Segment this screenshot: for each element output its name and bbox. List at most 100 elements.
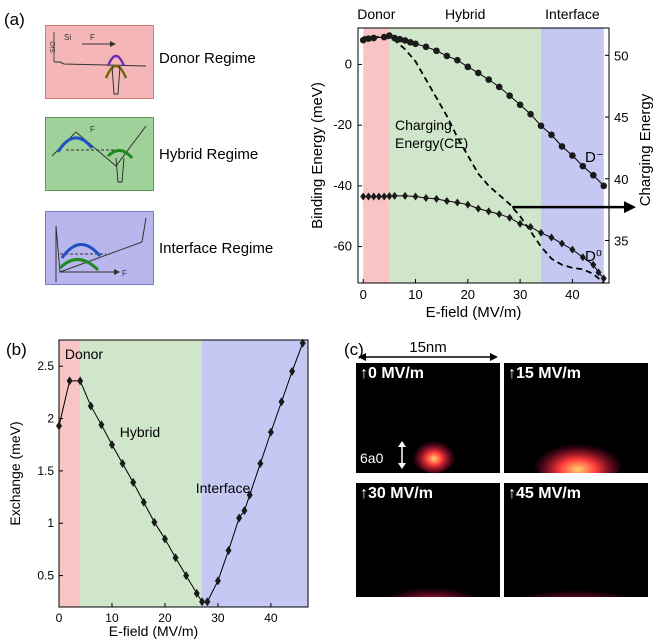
simulation-label: ↑15 MV/m bbox=[508, 365, 581, 382]
data-point-exchange bbox=[241, 506, 248, 516]
x-tick-label: 30 bbox=[513, 287, 527, 302]
y2-tick-label: 45 bbox=[614, 110, 628, 125]
y2-tick-label: 50 bbox=[614, 48, 628, 63]
annotation-energy-ce: Energy(CE) bbox=[395, 135, 468, 151]
data-point-d-minus bbox=[495, 83, 503, 91]
hybrid-regime-icon: F bbox=[45, 117, 154, 191]
data-point-d0 bbox=[569, 245, 576, 254]
data-point-exchange bbox=[299, 338, 306, 348]
data-point-exchange bbox=[246, 490, 253, 500]
data-point-exchange bbox=[108, 440, 115, 450]
data-point-exchange bbox=[56, 421, 62, 431]
data-point-d-minus bbox=[443, 52, 451, 60]
exchange-chart: Donor Hybrid Interface 0 10 20 30 40 0.5 1 1.5 2 2.5… bbox=[7, 338, 309, 639]
y2-axis-label: Charging Energy bbox=[637, 93, 654, 206]
data-point-d0 bbox=[579, 253, 586, 262]
data-point-exchange bbox=[98, 420, 105, 430]
data-point-d-minus bbox=[359, 36, 367, 44]
region-hybrid bbox=[389, 28, 542, 283]
scale-bar-label: 15nm bbox=[409, 340, 447, 356]
simulation-label: ↑45 MV/m bbox=[508, 485, 581, 502]
arrow-up-icon: ↑ bbox=[508, 365, 516, 382]
data-point-d-minus bbox=[406, 38, 414, 46]
simulation-15mvm: ↑15 MV/m bbox=[504, 363, 648, 473]
data-point-exchange bbox=[289, 366, 296, 376]
region-donor bbox=[59, 340, 81, 607]
data-point-d0 bbox=[402, 191, 409, 200]
data-point-d0 bbox=[464, 200, 471, 209]
data-point-exchange bbox=[193, 588, 200, 598]
simulation-0mvm: 6a0 ↑0 MV/m bbox=[356, 363, 500, 473]
region-label-hybrid: Hybrid bbox=[120, 424, 160, 440]
data-point-d-minus bbox=[600, 182, 608, 190]
data-point-d0 bbox=[381, 192, 388, 201]
simulation-30mvm: ↑30 MV/m bbox=[356, 483, 500, 597]
y-axis-label: Exchange (meV) bbox=[7, 421, 23, 525]
data-point-d0 bbox=[496, 210, 503, 219]
interface-regime-label: Interface Regime bbox=[159, 240, 274, 257]
data-point-exchange bbox=[257, 459, 264, 469]
data-point-exchange bbox=[140, 497, 147, 507]
x-tick-label: 20 bbox=[461, 287, 475, 302]
data-point-d-minus bbox=[558, 143, 566, 150]
y2-tick-label: 35 bbox=[614, 234, 628, 249]
y-tick-label: -60 bbox=[333, 239, 352, 254]
data-point-exchange bbox=[278, 397, 285, 407]
data-point-d0 bbox=[590, 260, 597, 269]
y-tick-label: 0 bbox=[345, 56, 352, 71]
region-label-interface: Interface bbox=[196, 480, 251, 496]
data-point-exchange bbox=[130, 477, 137, 487]
data-point-exchange bbox=[66, 376, 73, 386]
series-line-exchange bbox=[58, 342, 304, 603]
x-tick-label: 30 bbox=[211, 611, 225, 625]
y2-tick-label: 40 bbox=[614, 172, 628, 187]
x-axis-label: E-field (MV/m) bbox=[109, 623, 198, 639]
data-point-d-minus bbox=[391, 34, 398, 42]
region-label-donor: Donor bbox=[357, 6, 395, 22]
panel-label-c: (c) bbox=[344, 340, 364, 359]
data-point-exchange bbox=[172, 553, 179, 563]
x-axis-label: E-field (MV/m) bbox=[426, 304, 522, 321]
data-point-d-minus bbox=[485, 76, 493, 83]
data-point-d-minus bbox=[454, 56, 461, 64]
data-point-d0 bbox=[391, 191, 398, 200]
data-point-d0 bbox=[433, 194, 440, 203]
data-point-d0 bbox=[375, 192, 382, 201]
x-tick-label: 10 bbox=[105, 611, 119, 625]
sio2-label: SiO bbox=[50, 41, 57, 53]
x-tick-label: 20 bbox=[158, 611, 172, 625]
data-point-d0 bbox=[454, 198, 461, 207]
data-point-d-minus bbox=[380, 33, 388, 41]
region-label-hybrid: Hybrid bbox=[445, 6, 485, 22]
data-point-d0 bbox=[485, 207, 492, 216]
data-point-d-minus bbox=[370, 34, 377, 42]
y-tick-label: -40 bbox=[333, 178, 352, 193]
data-point-d0 bbox=[365, 192, 372, 201]
y-tick-label: 0.5 bbox=[37, 569, 54, 583]
data-point-d0 bbox=[595, 268, 602, 277]
data-point-d-minus bbox=[401, 37, 409, 44]
donor-regime-icon: SiO Si F bbox=[45, 25, 154, 99]
data-point-d-minus bbox=[396, 35, 404, 43]
binding-energy-chart: Donor Hybrid Interface 0 10 20 30 40 0 -20 -40 -60 3… bbox=[309, 6, 654, 321]
data-point-d0 bbox=[517, 219, 524, 228]
data-point-exchange bbox=[267, 427, 274, 437]
data-point-d0 bbox=[506, 213, 513, 222]
data-point-d-minus bbox=[516, 101, 524, 109]
series-label-d0: D⁰ bbox=[585, 248, 602, 265]
simulation-label: ↑30 MV/m bbox=[360, 485, 433, 502]
arrow-up-icon: ↑ bbox=[360, 485, 368, 502]
data-point-d0 bbox=[548, 233, 555, 242]
y-tick-label: 2.5 bbox=[37, 359, 54, 373]
data-point-d0 bbox=[412, 192, 419, 201]
data-point-d0 bbox=[600, 274, 607, 283]
data-point-exchange bbox=[87, 401, 94, 411]
data-point-d0 bbox=[443, 197, 450, 206]
data-point-exchange bbox=[236, 513, 243, 523]
y-tick-label: 2 bbox=[47, 412, 54, 426]
region-donor bbox=[363, 28, 390, 283]
data-point-d-minus bbox=[579, 162, 587, 170]
arrow-right-icon bbox=[624, 201, 636, 214]
interface-regime-icon: F bbox=[45, 211, 154, 285]
si-label: Si bbox=[64, 33, 71, 42]
